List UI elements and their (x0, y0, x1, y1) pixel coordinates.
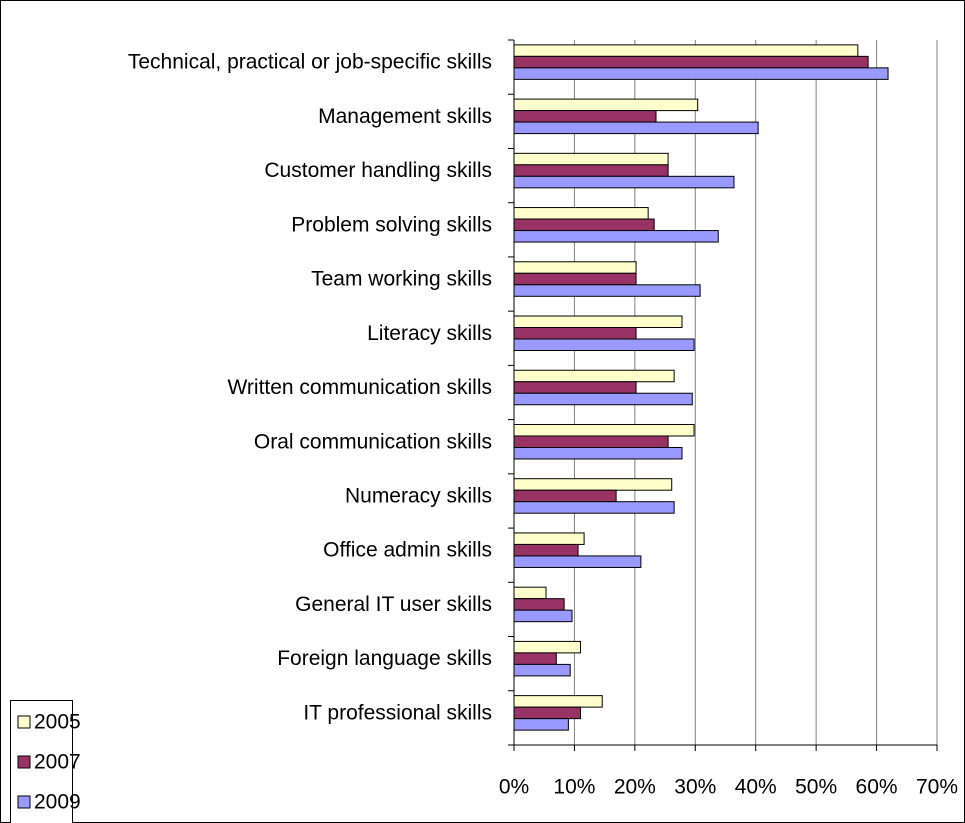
bar (513, 706, 581, 720)
bar (513, 555, 642, 568)
bar (513, 478, 673, 491)
bar (513, 152, 669, 166)
bar (513, 446, 683, 460)
x-tick-label: 60% (856, 776, 898, 799)
y-tick-label: Foreign language skills (277, 647, 492, 670)
bar (513, 110, 657, 123)
legend-label: 2005 (34, 711, 81, 734)
y-tick-label: General IT user skills (295, 593, 492, 616)
bar (513, 586, 547, 600)
bar (513, 175, 735, 189)
bar (513, 55, 869, 69)
y-tick-label: Management skills (318, 105, 492, 128)
y-tick-label: Written communication skills (227, 376, 492, 399)
bar (513, 98, 699, 112)
y-tick-label: Oral communication skills (254, 430, 492, 453)
bar (513, 284, 701, 297)
bar (513, 501, 675, 514)
legend-label: 2007 (34, 751, 81, 774)
bar (513, 218, 655, 232)
bar (513, 230, 719, 243)
x-tick-label: 40% (735, 776, 777, 799)
bar (513, 338, 695, 352)
y-tick-label: Technical, practical or job-specific ski… (128, 51, 492, 74)
bar (513, 598, 565, 611)
bar (513, 423, 695, 437)
bar (513, 609, 573, 623)
bar (513, 640, 581, 654)
legend-swatch (17, 755, 31, 769)
bar (513, 261, 637, 274)
x-tick-label: 30% (674, 776, 716, 799)
bar (513, 207, 649, 220)
bar (513, 121, 759, 135)
x-tick-label: 50% (795, 776, 837, 799)
bar (513, 695, 603, 708)
bar (513, 44, 859, 57)
bar (513, 532, 585, 545)
bar (513, 543, 579, 557)
y-tick-label: Customer handling skills (264, 159, 492, 182)
bar (513, 392, 693, 406)
bar (513, 489, 617, 503)
y-tick-label: Literacy skills (367, 322, 492, 345)
bar (513, 718, 569, 731)
bar (513, 663, 571, 677)
y-tick-label: Numeracy skills (345, 485, 492, 508)
y-tick-label: IT professional skills (303, 701, 492, 724)
y-tick-label: Office admin skills (323, 539, 492, 562)
legend-label: 2009 (34, 791, 81, 814)
legend-swatch (17, 795, 31, 809)
bar (513, 67, 889, 80)
x-tick-label: 0% (499, 776, 529, 799)
x-tick-label: 70% (916, 776, 958, 799)
y-tick-label: Problem solving skills (291, 213, 492, 236)
x-tick-label: 20% (614, 776, 656, 799)
bar (513, 272, 637, 286)
legend-swatch (17, 715, 31, 729)
bar (513, 435, 669, 448)
bar (513, 327, 637, 340)
bar (513, 369, 675, 383)
x-tick-label: 10% (553, 776, 595, 799)
bar (513, 164, 669, 177)
bar (513, 652, 557, 665)
bar (513, 315, 683, 329)
y-tick-label: Team working skills (311, 268, 492, 291)
bar (513, 381, 637, 394)
